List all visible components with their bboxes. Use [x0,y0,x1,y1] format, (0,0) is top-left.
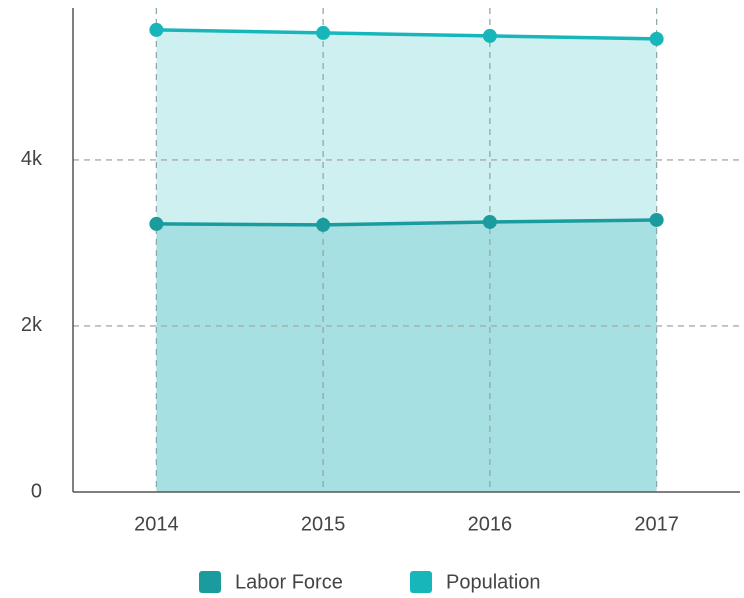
point [482,28,497,43]
point [649,212,664,227]
point [316,217,331,232]
point [316,25,331,40]
legend-swatch [199,571,221,593]
area [156,219,657,492]
point [149,216,164,231]
x-tick-label: 2017 [634,513,679,535]
y-tick-label: 2k [21,314,43,336]
legend-swatch [410,571,432,593]
legend-label: Labor Force [235,571,343,593]
line [156,218,657,227]
point [149,22,164,37]
line [156,28,657,41]
y-tick-label: 4k [21,148,43,170]
y-tick-label: 0 [31,480,42,502]
x-tick-label: 2016 [468,513,513,535]
x-tick-label: 2015 [301,513,346,535]
point [482,214,497,229]
point [649,31,664,46]
x-tick-label: 2014 [134,513,179,535]
legend-label: Population [446,571,541,593]
